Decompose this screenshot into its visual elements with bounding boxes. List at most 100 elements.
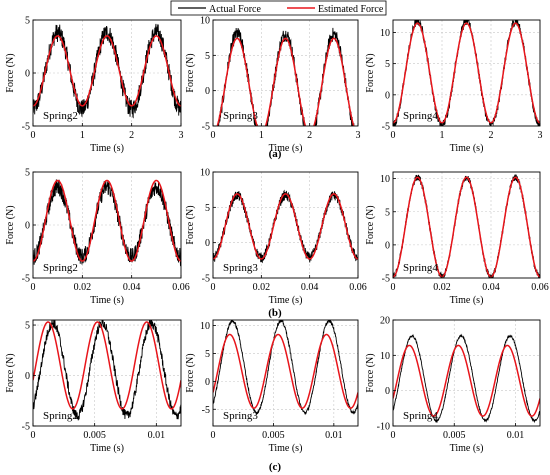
x-tick-label: 0.06 xyxy=(172,282,190,293)
y-tick-label: 10 xyxy=(200,168,210,179)
y-tick-label: 5 xyxy=(25,168,30,179)
y-tick-label: 10 xyxy=(200,16,210,27)
x-tick-label: 2 xyxy=(129,130,134,141)
x-tick-label: 0.01 xyxy=(507,430,525,441)
x-tick-label: 0 xyxy=(211,130,216,141)
x-tick-label: 2 xyxy=(489,130,494,141)
x-axis-label: Time (s) xyxy=(269,295,303,306)
x-axis-label: Time (s) xyxy=(90,295,124,306)
spring-annotation: Spring4 xyxy=(403,110,438,122)
y-tick-label: -5 xyxy=(382,122,390,133)
series-line-estimated-force xyxy=(213,333,358,409)
axes-frame xyxy=(212,171,359,279)
x-axis-label: Time (s) xyxy=(90,143,124,154)
x-tick-label: 0.01 xyxy=(325,430,343,441)
y-axis-label: Force (N) xyxy=(5,353,16,392)
x-tick-label: 0 xyxy=(31,430,36,441)
y-axis-label: Force (N) xyxy=(5,205,16,244)
y-tick-label: 5 xyxy=(25,321,30,332)
y-tick-label: 5 xyxy=(25,16,30,27)
y-tick-label: 10 xyxy=(380,174,390,185)
y-tick-label: 10 xyxy=(380,28,390,39)
y-tick-label: -5 xyxy=(202,274,210,285)
series-line-actual-force xyxy=(33,179,181,267)
y-tick-label: 0 xyxy=(385,90,390,101)
x-tick-label: 2 xyxy=(307,130,312,141)
chart-panel-c-spring3: 0 0.005 0.01 -5 0 5 10 Time (s) Force (N) Spring3 xyxy=(185,319,359,454)
axes-frame xyxy=(212,319,359,427)
y-tick-label: 5 xyxy=(385,59,390,70)
x-tick-label: 1 xyxy=(440,130,445,141)
row-label-a: (a) xyxy=(269,148,282,160)
x-axis-label: Time (s) xyxy=(450,295,484,306)
x-axis-label: Time (s) xyxy=(450,443,484,454)
x-tick-label: 0.06 xyxy=(531,282,549,293)
spring-annotation: Spring3 xyxy=(223,410,258,422)
axes-frame xyxy=(392,171,541,279)
y-tick-label: 0 xyxy=(385,386,390,397)
series-line-actual-force xyxy=(33,23,181,119)
y-axis-label: Force (N) xyxy=(365,205,376,244)
y-axis-label: Force (N) xyxy=(185,353,196,392)
series-line-actual-force xyxy=(393,20,540,126)
y-tick-label: 0 xyxy=(205,238,210,249)
y-axis-label: Force (N) xyxy=(185,53,196,92)
y-tick-label: 5 xyxy=(205,349,210,360)
y-tick-label: 10 xyxy=(380,351,390,362)
series-line-actual-force xyxy=(33,320,181,421)
axes-frame xyxy=(392,319,541,427)
legend: Actual Force Estimated Force xyxy=(170,0,387,16)
y-axis-label: Force (N) xyxy=(365,353,376,392)
axes-frame xyxy=(212,19,359,127)
x-tick-label: 0 xyxy=(31,130,36,141)
series-line-estimated-force xyxy=(33,35,181,107)
x-axis-label: Time (s) xyxy=(269,143,303,154)
y-tick-label: -5 xyxy=(22,274,30,285)
y-tick-label: 5 xyxy=(205,203,210,214)
spring-annotation: Spring3 xyxy=(223,262,258,274)
y-tick-label: 5 xyxy=(385,207,390,218)
plot-area xyxy=(393,20,540,126)
row-label-c: (c) xyxy=(269,461,282,473)
y-tick-label: -5 xyxy=(382,274,390,285)
x-axis-label: Time (s) xyxy=(90,443,124,454)
series-line-actual-force xyxy=(393,333,540,424)
y-tick-label: 10 xyxy=(200,321,210,332)
x-tick-label: 0.02 xyxy=(74,282,92,293)
spring-annotation: Spring3 xyxy=(223,110,258,122)
y-tick-label: -5 xyxy=(22,122,30,133)
y-tick-label: 0 xyxy=(205,86,210,97)
x-tick-label: 0.06 xyxy=(349,282,367,293)
spring-annotation: Spring4 xyxy=(403,262,438,274)
x-tick-label: 0.005 xyxy=(443,430,466,441)
plot-area xyxy=(213,172,358,278)
x-tick-label: 3 xyxy=(356,130,361,141)
y-axis-label: Force (N) xyxy=(185,205,196,244)
series-line-estimated-force xyxy=(393,344,540,417)
y-tick-label: -5 xyxy=(22,422,30,433)
axes-frame xyxy=(32,319,182,427)
x-tick-label: 0.02 xyxy=(433,282,451,293)
series-line-actual-force xyxy=(213,320,358,416)
series-line-estimated-force xyxy=(33,321,181,410)
y-tick-label: -10 xyxy=(377,422,390,433)
series-line-estimated-force xyxy=(393,176,540,278)
series-line-estimated-force xyxy=(393,22,540,124)
x-tick-label: 0 xyxy=(391,130,396,141)
y-tick-label: -5 xyxy=(202,405,210,416)
plot-area xyxy=(393,172,540,278)
x-tick-label: 0 xyxy=(211,282,216,293)
x-tick-label: 0.005 xyxy=(262,430,285,441)
y-axis-label: Force (N) xyxy=(5,53,16,92)
spring-annotation: Spring2 xyxy=(43,262,78,274)
x-axis-label: Time (s) xyxy=(269,443,303,454)
legend-box xyxy=(170,0,387,16)
x-tick-label: 0.01 xyxy=(148,430,166,441)
x-tick-label: 0.02 xyxy=(253,282,271,293)
